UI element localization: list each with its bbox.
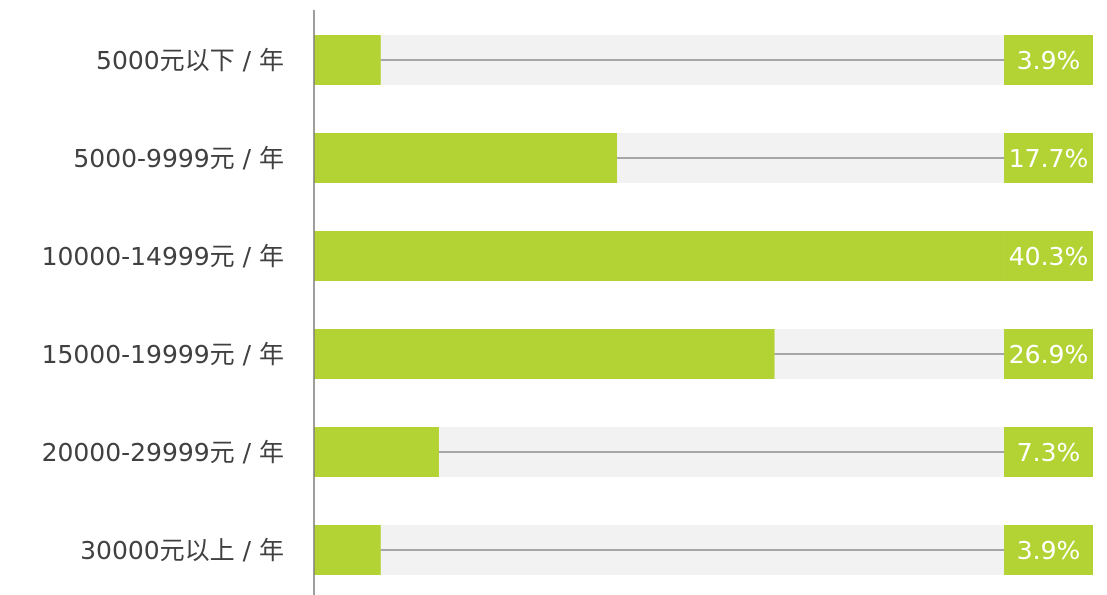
bar (314, 427, 439, 477)
data-label: 17.7% (1009, 144, 1088, 173)
bar (314, 133, 618, 183)
data-label-box (1004, 231, 1093, 281)
data-label: 26.9% (1009, 340, 1088, 369)
category-label: 10000-14999元 / 年 (42, 242, 284, 271)
category-label: 20000-29999元 / 年 (42, 438, 284, 467)
bar (314, 525, 381, 575)
data-label: 3.9% (1017, 536, 1081, 565)
data-label: 40.3% (1009, 242, 1088, 271)
data-label-box (1004, 133, 1093, 183)
data-label: 7.3% (1017, 438, 1081, 467)
data-label-box (1004, 329, 1093, 379)
category-label: 5000-9999元 / 年 (73, 144, 284, 173)
data-label-box (1004, 525, 1093, 575)
category-label: 5000元以下 / 年 (96, 46, 284, 75)
bar (314, 231, 1004, 281)
data-label-box (1004, 35, 1093, 85)
bar (314, 329, 775, 379)
data-label-box (1004, 427, 1093, 477)
data-label: 3.9% (1017, 46, 1081, 75)
bar (314, 35, 381, 85)
category-label: 15000-19999元 / 年 (42, 340, 284, 369)
category-label: 30000元以上 / 年 (80, 536, 284, 565)
